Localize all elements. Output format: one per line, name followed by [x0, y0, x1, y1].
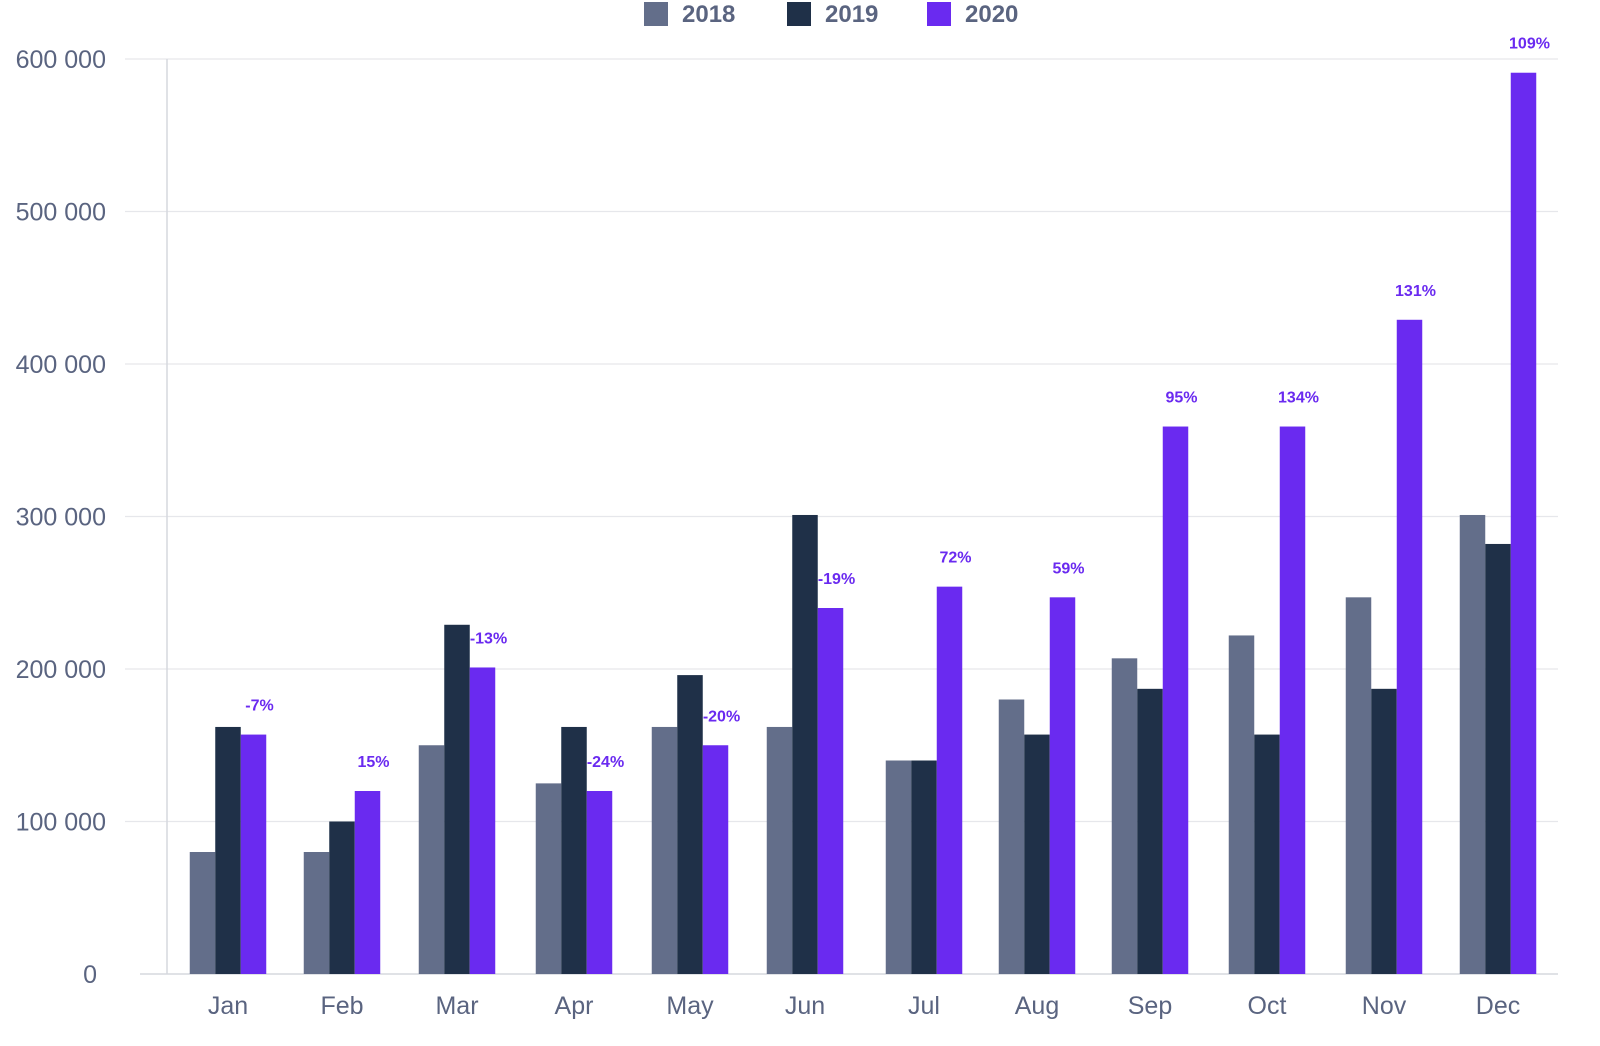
bar-2020-jan	[240, 734, 267, 974]
percent-change-label: 131%	[1395, 283, 1436, 300]
x-tick-label: Dec	[1476, 992, 1520, 1020]
percent-change-label: 72%	[939, 550, 971, 567]
grid-layer	[125, 58, 1558, 823]
legend: 2018 2019 2020	[644, 1, 1018, 28]
x-tick-label: Feb	[320, 992, 363, 1020]
axis-layer: 0 100 000 200 000 300 000 400 000 500 000 600 …	[16, 46, 1558, 989]
x-tick-label: Jun	[785, 992, 825, 1020]
bar-2020-may	[702, 745, 729, 974]
bar-2019-jun	[792, 514, 818, 974]
x-tick-label: Mar	[435, 992, 478, 1020]
bar-2020-sep	[1162, 426, 1189, 974]
legend-label-2019: 2019	[825, 1, 878, 28]
y-tick-label: 100 000	[16, 809, 106, 837]
bar-2020-dec	[1510, 72, 1537, 975]
percent-change-label: 134%	[1278, 390, 1319, 407]
x-tick-label: Aug	[1015, 992, 1059, 1020]
percent-change-label: -20%	[703, 708, 740, 725]
x-tick-label: Oct	[1248, 992, 1287, 1020]
bar-2020-feb	[354, 791, 381, 974]
legend-swatch-2020	[927, 2, 951, 26]
x-tick-label: Sep	[1128, 992, 1172, 1020]
bar-2018-sep	[1111, 658, 1138, 974]
bar-2018-aug	[998, 699, 1025, 974]
bar-2018-mar	[418, 745, 445, 974]
bar-2019-mar	[444, 624, 470, 974]
percent-change-label: -7%	[245, 698, 273, 715]
bar-2019-sep	[1137, 688, 1163, 974]
percent-change-label: -24%	[587, 754, 624, 771]
percent-change-label: 15%	[357, 754, 389, 771]
y-tick-label: 0	[83, 961, 97, 989]
bar-2019-may	[677, 675, 703, 974]
legend-label-2020: 2020	[965, 1, 1018, 28]
bar-2018-nov	[1345, 597, 1372, 974]
bar-2020-apr	[586, 791, 613, 974]
bar-2020-jun	[817, 608, 844, 974]
bar-2020-oct	[1279, 426, 1306, 974]
bar-2018-jul	[885, 760, 912, 974]
bar-2019-nov	[1371, 688, 1397, 974]
percent-change-label: 95%	[1165, 390, 1197, 407]
x-tick-label: Nov	[1362, 992, 1407, 1020]
bar-2020-mar	[469, 667, 496, 974]
bar-2018-may	[651, 726, 678, 974]
percent-change-label: -13%	[470, 630, 507, 647]
percent-change-label: 109%	[1509, 36, 1550, 53]
y-tick-label: 300 000	[16, 504, 106, 532]
x-tick-label: Jan	[208, 992, 248, 1020]
legend-label-2018: 2018	[682, 1, 735, 28]
bar-2019-jul	[911, 760, 937, 974]
bar-2019-apr	[561, 726, 587, 974]
bar-2018-jan	[189, 852, 216, 974]
bar-2018-feb	[303, 852, 330, 974]
bar-2018-oct	[1228, 635, 1255, 974]
x-tick-label: May	[666, 992, 714, 1020]
y-tick-label: 200 000	[16, 656, 106, 684]
bar-2019-oct	[1254, 734, 1280, 974]
bar-2020-jul	[936, 586, 963, 974]
bar-2018-jun	[766, 726, 793, 974]
legend-swatch-2019	[787, 2, 811, 26]
bar-2019-dec	[1485, 543, 1511, 974]
bar-2019-aug	[1024, 734, 1050, 974]
bar-2018-dec	[1459, 514, 1486, 974]
bar-2020-nov	[1396, 319, 1423, 974]
y-tick-label: 400 000	[16, 351, 106, 379]
percent-change-label: 59%	[1052, 560, 1084, 577]
legend-swatch-2018	[644, 2, 668, 26]
bar-2019-feb	[329, 821, 355, 974]
y-tick-label: 500 000	[16, 199, 106, 227]
bar-2018-apr	[535, 783, 562, 974]
percent-change-label: -19%	[818, 571, 855, 588]
bar-2019-jan	[215, 726, 241, 974]
y-tick-label: 600 000	[16, 46, 106, 74]
bar-2020-aug	[1049, 597, 1076, 974]
labels-layer: Jan -7% Feb 15% Mar -13% Apr -24% May -20% Jun -19%…	[208, 36, 1550, 1020]
x-tick-label: Apr	[555, 992, 594, 1020]
x-tick-label: Jul	[908, 992, 940, 1020]
bars-layer	[189, 72, 1537, 975]
